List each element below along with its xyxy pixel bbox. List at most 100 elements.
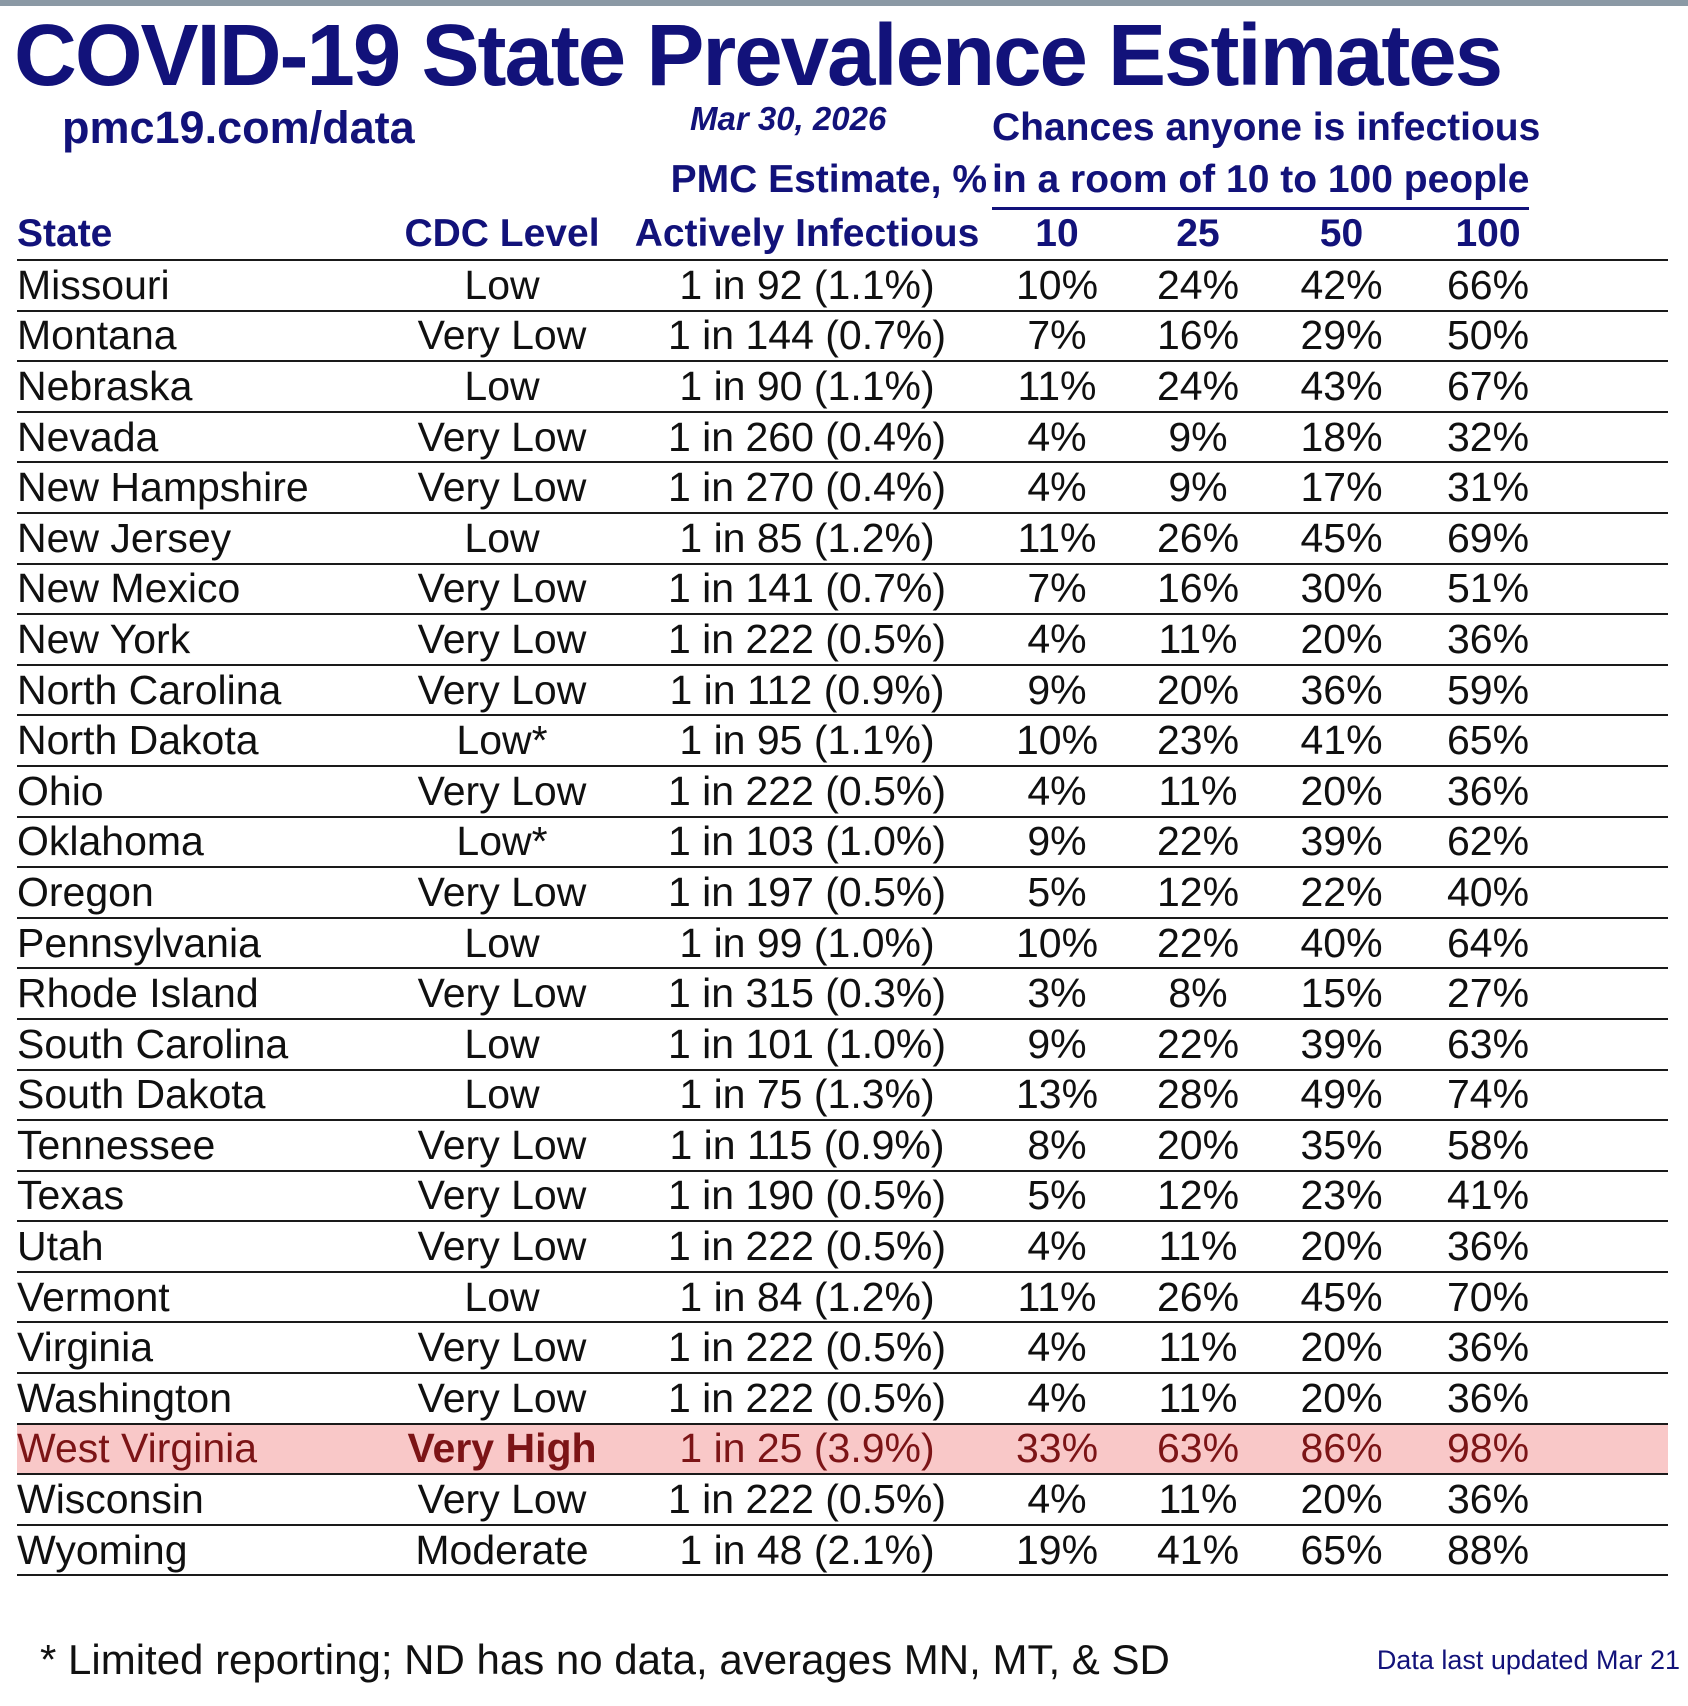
table-row: Missouri Low 1 in 92 (1.1%) 10% 24% 42% 66%	[17, 260, 1668, 312]
table-row: Virginia Very Low 1 in 222 (0.5%) 4% 11% 20% 3…	[17, 1322, 1668, 1375]
filler-cell	[1562, 614, 1668, 666]
room-25-cell: 11%	[1127, 1322, 1269, 1375]
room-100-cell: 63%	[1414, 1018, 1562, 1071]
estimate-cell: 1 in 222 (0.5%)	[627, 1221, 987, 1273]
room-50-cell: 35%	[1269, 1120, 1414, 1172]
cdc-level-cell: Low	[377, 917, 627, 970]
cdc-level-cell: Low	[377, 512, 627, 565]
room-10-cell: 19%	[987, 1524, 1127, 1577]
room-50-cell: 86%	[1269, 1423, 1414, 1476]
room-50-cell: 36%	[1269, 664, 1414, 717]
estimate-cell: 1 in 190 (0.5%)	[627, 1170, 987, 1223]
room-25-cell: 11%	[1127, 1474, 1269, 1526]
room-25-cell: 20%	[1127, 664, 1269, 717]
state-cell: Nebraska	[17, 361, 377, 413]
room-50-cell: 45%	[1269, 512, 1414, 565]
filler-cell	[1562, 715, 1668, 767]
room-10-cell: 11%	[987, 361, 1127, 413]
filler-cell	[1562, 260, 1668, 312]
room-100-cell: 51%	[1414, 563, 1562, 616]
room-100-cell: 32%	[1414, 411, 1562, 464]
state-cell: Wyoming	[17, 1524, 377, 1577]
table-row: Nevada Very Low 1 in 260 (0.4%) 4% 9% 18% 32%	[17, 411, 1668, 464]
room-50-cell: 22%	[1269, 867, 1414, 919]
table-row: Wisconsin Very Low 1 in 222 (0.5%) 4% 11% 20%…	[17, 1474, 1668, 1526]
room-10-cell: 10%	[987, 715, 1127, 767]
state-cell: Texas	[17, 1170, 377, 1223]
room-100-cell: 67%	[1414, 361, 1562, 413]
room-10-cell: 9%	[987, 816, 1127, 869]
cdc-level-cell: Very Low	[377, 664, 627, 717]
filler-cell	[1562, 512, 1668, 565]
cdc-level-cell: Very Low	[377, 1474, 627, 1526]
room-100-cell: 40%	[1414, 867, 1562, 919]
table-body: Missouri Low 1 in 92 (1.1%) 10% 24% 42% 66% Mon…	[17, 260, 1668, 1577]
state-cell: Ohio	[17, 765, 377, 818]
table-row: South Dakota Low 1 in 75 (1.3%) 13% 28% 49% 74…	[17, 1069, 1668, 1122]
filler-cell	[1562, 1120, 1668, 1172]
filler-cell	[1562, 361, 1668, 413]
room-25-cell: 16%	[1127, 563, 1269, 616]
room-25-cell: 8%	[1127, 968, 1269, 1020]
filler-cell	[1562, 867, 1668, 919]
room-25-cell: 11%	[1127, 765, 1269, 818]
room-50-cell: 40%	[1269, 917, 1414, 970]
room-25-cell: 16%	[1127, 310, 1269, 363]
room-100-cell: 62%	[1414, 816, 1562, 869]
room-10-cell: 4%	[987, 411, 1127, 464]
room-10-cell: 13%	[987, 1069, 1127, 1122]
room-50-cell: 20%	[1269, 1322, 1414, 1375]
room-25-cell: 26%	[1127, 1271, 1269, 1324]
room-50-cell: 39%	[1269, 1018, 1414, 1071]
estimate-cell: 1 in 260 (0.4%)	[627, 411, 987, 464]
room-100-cell: 70%	[1414, 1271, 1562, 1324]
column-header-actively-infectious: Actively Infectious	[627, 212, 987, 261]
cdc-level-cell: Low	[377, 1271, 627, 1324]
table-row: Wyoming Moderate 1 in 48 (2.1%) 19% 41% 65% 88…	[17, 1524, 1668, 1577]
table-row: Texas Very Low 1 in 190 (0.5%) 5% 12% 23% 41%	[17, 1170, 1668, 1223]
room-50-cell: 18%	[1269, 411, 1414, 464]
room-25-cell: 20%	[1127, 1120, 1269, 1172]
filler-cell	[1562, 1474, 1668, 1526]
room-25-cell: 11%	[1127, 1373, 1269, 1425]
table-row: Oregon Very Low 1 in 197 (0.5%) 5% 12% 22% 40%	[17, 867, 1668, 919]
state-cell: South Dakota	[17, 1069, 377, 1122]
room-10-cell: 8%	[987, 1120, 1127, 1172]
cdc-level-cell: Very Low	[377, 765, 627, 818]
room-50-cell: 20%	[1269, 1474, 1414, 1526]
table-row-highlighted: West Virginia Very High 1 in 25 (3.9%) 33% 6…	[17, 1423, 1668, 1476]
room-50-cell: 20%	[1269, 765, 1414, 818]
estimate-cell: 1 in 270 (0.4%)	[627, 462, 987, 514]
room-100-cell: 36%	[1414, 765, 1562, 818]
room-100-cell: 88%	[1414, 1524, 1562, 1577]
room-100-cell: 66%	[1414, 260, 1562, 312]
room-25-cell: 11%	[1127, 1221, 1269, 1273]
room-25-cell: 9%	[1127, 462, 1269, 514]
state-cell: New York	[17, 614, 377, 666]
last-updated-note: Data last updated Mar 21	[1376, 1645, 1680, 1675]
pmc-estimate-heading: PMC Estimate, %	[670, 158, 987, 201]
prevalence-table: State CDC Level Actively Infectious 10 2…	[17, 212, 1668, 1577]
room-10-cell: 4%	[987, 1221, 1127, 1273]
room-50-cell: 49%	[1269, 1069, 1414, 1122]
cdc-level-cell: Very Low	[377, 1322, 627, 1375]
filler-cell	[1562, 1018, 1668, 1071]
table-row: Rhode Island Very Low 1 in 315 (0.3%) 3% 8% 1…	[17, 968, 1668, 1020]
room-100-cell: 69%	[1414, 512, 1562, 565]
filler-cell	[1562, 1069, 1668, 1122]
table-row: South Carolina Low 1 in 101 (1.0%) 9% 22% 39%…	[17, 1018, 1668, 1071]
cdc-level-cell: Low	[377, 1018, 627, 1071]
cdc-level-cell: Very Low	[377, 1373, 627, 1425]
room-100-cell: 31%	[1414, 462, 1562, 514]
room-10-cell: 7%	[987, 310, 1127, 363]
state-cell: Oklahoma	[17, 816, 377, 869]
room-25-cell: 11%	[1127, 614, 1269, 666]
estimate-cell: 1 in 95 (1.1%)	[627, 715, 987, 767]
cdc-level-cell: Low*	[377, 715, 627, 767]
state-cell: Utah	[17, 1221, 377, 1273]
room-10-cell: 9%	[987, 664, 1127, 717]
page-title: COVID-19 State Prevalence Estimates	[14, 7, 1503, 104]
room-25-cell: 24%	[1127, 361, 1269, 413]
filler-cell	[1562, 1322, 1668, 1375]
